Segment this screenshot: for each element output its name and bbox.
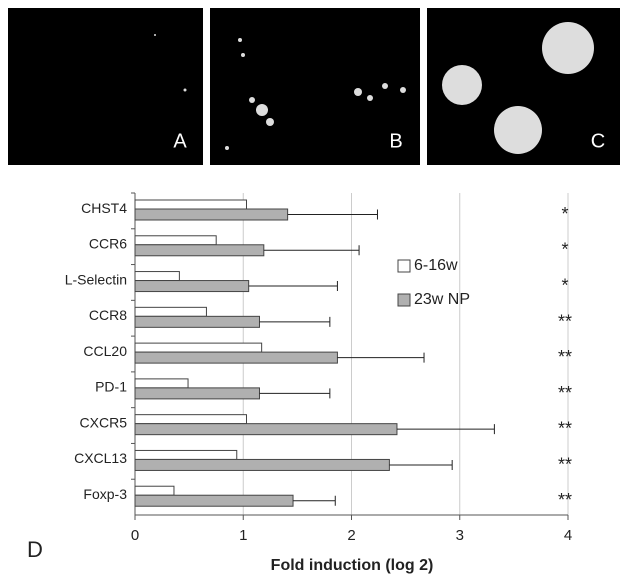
x-tick-label: 1 [239,527,247,544]
error-bar [259,388,331,399]
bar [134,271,180,282]
y-tick-label: CCR8 [89,307,127,323]
x-axis-title: Fold induction (log 2) [271,557,434,574]
legend-swatch [397,293,411,307]
panel-label: D [27,537,43,562]
y-tick-label: CCL20 [83,343,127,359]
significance: ** [558,419,572,439]
bar [134,306,207,317]
bar [134,351,338,364]
significance: * [561,204,568,224]
bar [134,458,390,471]
bar [134,342,263,353]
error-bar [259,316,331,327]
bar [134,244,265,257]
bar [134,485,175,496]
x-tick-label: 3 [456,527,464,544]
micrographs: A B C [8,8,620,165]
error-bar [389,459,453,470]
bar [134,387,260,400]
bar [134,280,250,293]
y-tick-label: Foxp-3 [83,486,127,502]
panel-label: A [173,130,187,152]
y-tick-label: CXCR5 [80,414,128,430]
x-tick-label: 4 [564,527,572,544]
legend-label: 23w NP [414,291,470,308]
significance: * [561,240,568,260]
legend-swatch [397,259,411,273]
significance: ** [558,490,572,510]
error-bar [396,424,495,435]
error-bar [337,352,425,363]
x-tick-label: 2 [347,527,355,544]
significance: ** [558,347,572,367]
bar [134,494,294,507]
bar [134,449,238,460]
error-bar [287,209,378,220]
significance: ** [558,311,572,331]
bar [134,315,260,328]
error-bar [248,281,338,292]
bar [134,199,247,210]
significance: ** [558,454,572,474]
bar [134,378,189,389]
panel-a [8,8,203,165]
y-tick-label: PD-1 [95,379,127,395]
x-tick-label: 0 [131,527,139,544]
significance: * [561,275,568,295]
y-tick-label: L-Selectin [65,271,127,287]
panel-label: C [591,130,605,152]
y-tick-label: CHST4 [81,200,127,216]
y-tick-label: CXCL13 [74,450,127,466]
significance: ** [558,383,572,403]
y-tick-label: CCR6 [89,236,127,252]
bar [134,414,247,425]
legend-label: 6-16w [414,257,458,274]
error-bar [263,245,360,256]
bar [134,423,398,436]
error-bar [293,495,336,506]
bar [134,208,289,221]
panel-label: B [389,130,402,152]
bar [134,235,217,246]
cells [154,22,594,154]
